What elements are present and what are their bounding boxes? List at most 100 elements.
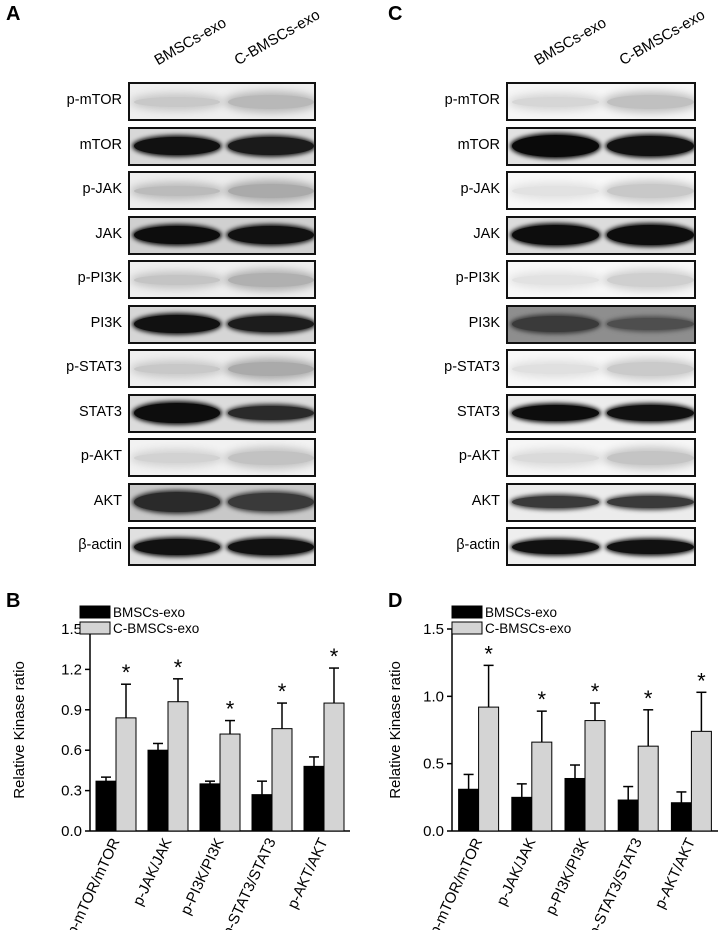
chart-d-significance-mark: * xyxy=(591,679,600,704)
blot-band-c-3-0 xyxy=(512,225,599,245)
chart-d-legend-swatch xyxy=(451,605,483,619)
chart-b-significance-mark: * xyxy=(330,644,339,669)
blot-band-c-6-0 xyxy=(512,363,599,374)
blot-strip-a-1 xyxy=(128,126,316,166)
panel-letter-a: A xyxy=(6,3,21,25)
blot-label-a-0: p-mTOR xyxy=(66,92,122,108)
lane-label-c-1: C-BMSCs-exo xyxy=(616,6,709,69)
chart-d-y-tick-label: 0.5 xyxy=(423,756,444,773)
blot-label-a-10: β-actin xyxy=(78,537,122,553)
blot-strip-a-9 xyxy=(128,482,316,522)
blot-label-a-3: JAK xyxy=(95,225,122,242)
blot-strip-c-3 xyxy=(506,215,696,255)
chart-d-legend-label: C-BMSCs-exo xyxy=(485,621,571,636)
chart-d-bar-bmscs xyxy=(511,796,533,832)
chart-d-y-tick-label: 1.5 xyxy=(423,621,444,638)
blot-band-c-4-0 xyxy=(512,274,599,285)
chart-d-bar-c-bmscs xyxy=(637,745,659,832)
chart-d-bar-c-bmscs xyxy=(531,741,553,832)
chart-b-bar-bmscs xyxy=(95,780,117,832)
chart-d-category-label: p-JAK/JAK xyxy=(493,836,539,909)
blot-band-a-8-1 xyxy=(228,450,314,465)
blot-label-a-6: p-STAT3 xyxy=(66,359,122,375)
chart-b-y-tick-label: 1.2 xyxy=(61,661,82,678)
lane-label-c-0: BMSCs-exo xyxy=(531,14,610,69)
chart-b-bar-c-bmscs xyxy=(323,702,345,832)
chart-b-bar-c-bmscs xyxy=(167,701,189,832)
chart-b-y-axis-label: Relative Kinase ratio xyxy=(11,661,28,799)
chart-d-significance-mark: * xyxy=(644,686,653,711)
chart-b-legend-swatch xyxy=(79,605,111,619)
chart-d-category-label: p-PI3K/PI3K xyxy=(542,836,592,918)
bar-chart-d: 0.0 0.5 1.0 1.5 Relative Kinase ratio * p-mTOR… xyxy=(387,605,718,930)
blot-strip-c-0 xyxy=(506,82,696,121)
chart-b-category-label: p-AKT/AKT xyxy=(284,836,331,912)
blot-band-a-8-0 xyxy=(134,452,220,463)
blot-band-c-6-1 xyxy=(607,361,694,376)
chart-b-significance-mark: * xyxy=(278,679,287,704)
blot-band-c-9-0 xyxy=(512,496,599,508)
blot-band-c-2-0 xyxy=(512,185,599,196)
blot-label-a-2: p-JAK xyxy=(82,181,123,197)
blot-band-c-10-1 xyxy=(607,539,694,554)
blot-label-a-5: PI3K xyxy=(90,314,122,331)
chart-d-y-tick-label: 1.0 xyxy=(423,688,444,705)
chart-d-bar-bmscs xyxy=(458,788,480,832)
blot-label-c-10: β-actin xyxy=(456,537,500,553)
blot-band-a-3-1 xyxy=(228,226,314,244)
blot-strip-a-3 xyxy=(128,215,316,255)
blot-band-a-1-1 xyxy=(228,137,314,155)
chart-b-category-label: p-STAT3/STAT3 xyxy=(219,836,279,930)
blot-band-c-0-1 xyxy=(607,94,694,109)
blot-band-c-5-1 xyxy=(607,318,694,330)
chart-b-y-tick-label: 0.9 xyxy=(61,702,82,719)
blot-band-a-1-0 xyxy=(134,137,220,155)
blot-strip-a-10 xyxy=(128,527,316,566)
blot-band-c-7-0 xyxy=(512,405,599,421)
blot-label-c-9: AKT xyxy=(471,492,500,509)
chart-d-significance-mark: * xyxy=(484,641,493,666)
blot-strip-a-6 xyxy=(128,349,316,388)
blot-strip-c-4 xyxy=(506,260,696,299)
chart-b-y-tick-label: 0.3 xyxy=(61,783,82,800)
blot-band-a-4-1 xyxy=(228,272,314,287)
blot-strip-c-1 xyxy=(506,126,696,166)
chart-b-category-label: p-JAK/JAK xyxy=(130,836,176,909)
chart-d-category-label: p-STAT3/STAT3 xyxy=(585,836,645,930)
blot-band-c-9-1 xyxy=(607,496,694,508)
lane-label-a-1: C-BMSCs-exo xyxy=(231,6,324,69)
blot-strip-a-5 xyxy=(128,304,316,344)
panel-letter-c: C xyxy=(388,3,403,25)
chart-d-category-label: p-AKT/AKT xyxy=(652,836,699,912)
blot-band-a-6-1 xyxy=(228,361,314,376)
blot-label-a-9: AKT xyxy=(93,492,122,509)
blot-band-c-3-1 xyxy=(607,225,694,245)
chart-b-legend-label: BMSCs-exo xyxy=(113,605,185,620)
blot-band-a-0-0 xyxy=(134,96,220,107)
blot-band-c-4-1 xyxy=(607,272,694,287)
blot-band-a-4-0 xyxy=(134,274,220,285)
chart-d-legend-swatch xyxy=(451,621,483,635)
chart-b-category-label: p-mTOR/mTOR xyxy=(64,835,124,930)
blot-label-c-6: p-STAT3 xyxy=(444,359,500,375)
blot-band-a-0-1 xyxy=(228,94,314,109)
chart-d-bar-bmscs xyxy=(670,802,692,832)
blot-strip-a-4 xyxy=(128,260,316,299)
blot-label-a-8: p-AKT xyxy=(80,448,122,464)
chart-b-y-tick-label: 0.6 xyxy=(61,742,82,759)
blot-label-c-8: p-AKT xyxy=(458,448,500,464)
blot-band-a-7-0 xyxy=(134,403,220,423)
chart-b-bar-c-bmscs xyxy=(271,728,293,832)
chart-b-bar-c-bmscs xyxy=(115,717,137,832)
chart-d-y-tick-label: 0.0 xyxy=(423,823,444,840)
chart-d-bar-bmscs xyxy=(617,799,639,832)
chart-b-bar-c-bmscs xyxy=(219,733,241,832)
chart-b-bar-bmscs xyxy=(199,783,221,832)
blot-band-a-3-0 xyxy=(134,226,220,244)
blot-label-a-1: mTOR xyxy=(79,136,122,153)
chart-d-bar-c-bmscs xyxy=(690,730,712,832)
blot-band-c-7-1 xyxy=(607,405,694,421)
blot-strip-c-7 xyxy=(506,393,696,433)
panel-letter-b: B xyxy=(6,590,21,612)
blot-strip-a-8 xyxy=(128,438,316,477)
